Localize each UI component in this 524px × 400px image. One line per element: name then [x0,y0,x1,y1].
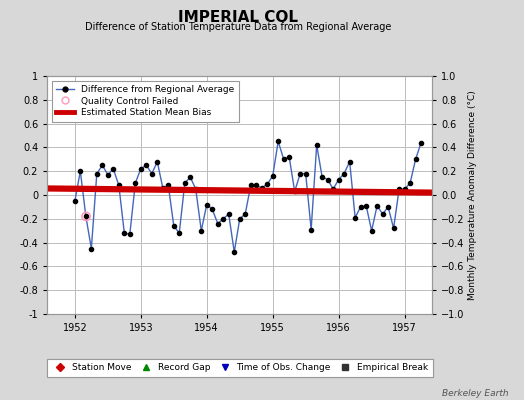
Legend: Difference from Regional Average, Quality Control Failed, Estimated Station Mean: Difference from Regional Average, Qualit… [52,80,239,122]
Text: IMPERIAL COL: IMPERIAL COL [178,10,299,25]
Text: Difference of Station Temperature Data from Regional Average: Difference of Station Temperature Data f… [85,22,391,32]
Point [82,213,90,220]
Y-axis label: Monthly Temperature Anomaly Difference (°C): Monthly Temperature Anomaly Difference (… [467,90,477,300]
Text: Berkeley Earth: Berkeley Earth [442,389,508,398]
Legend: Station Move, Record Gap, Time of Obs. Change, Empirical Break: Station Move, Record Gap, Time of Obs. C… [47,359,433,377]
